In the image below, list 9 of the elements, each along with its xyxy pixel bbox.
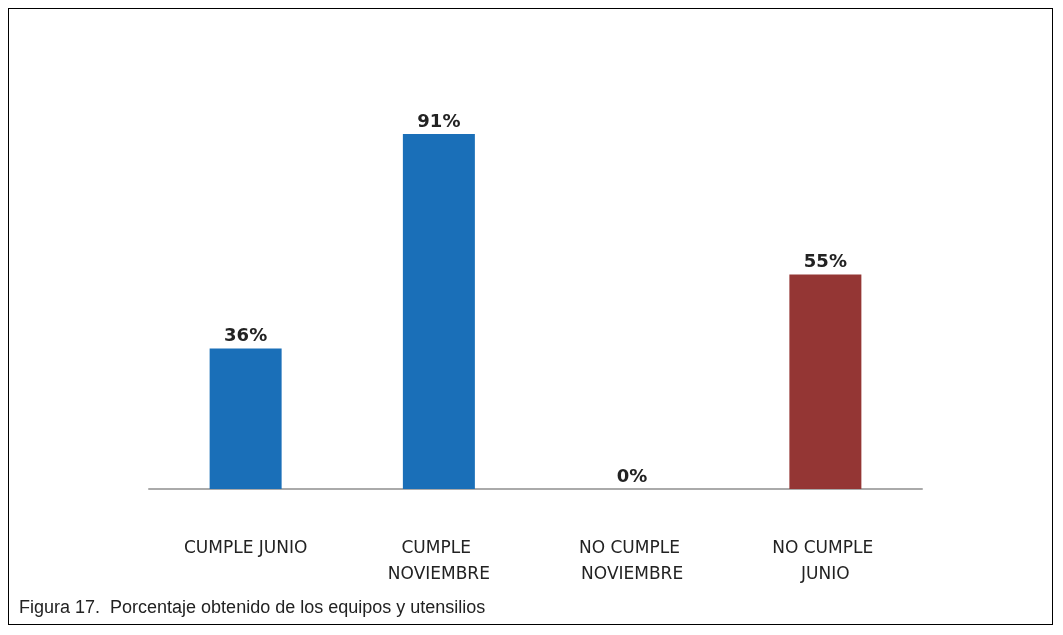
data-label: 36% bbox=[224, 324, 268, 346]
text: Figura 17. Porcentaje obtenido de los equipos y utensilios bbox=[19, 597, 486, 617]
data-label: 55% bbox=[803, 250, 847, 271]
data-label: 91% bbox=[417, 109, 461, 131]
x-tick-label: CUMPLE NOVIEMBRE bbox=[387, 537, 490, 583]
data-label: 0% bbox=[616, 464, 648, 486]
x-tick-label: NO CUMPLE JUNIO bbox=[772, 537, 879, 583]
x-tick-label: NO CUMPLE NOVIEMBRE bbox=[578, 537, 686, 583]
x-tick-label: CUMPLE JUNIO bbox=[183, 537, 308, 557]
